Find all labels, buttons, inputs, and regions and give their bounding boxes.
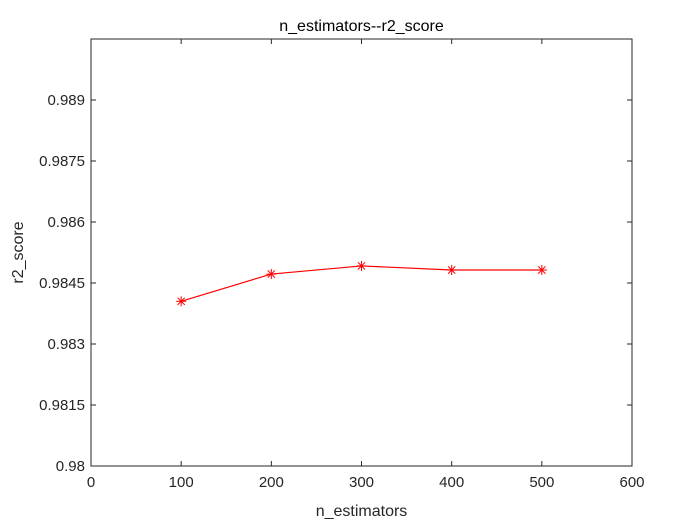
x-tick-label: 200	[259, 474, 284, 491]
x-tick-label: 300	[349, 474, 374, 491]
x-tick-label: 100	[169, 474, 194, 491]
x-tick-label: 600	[619, 474, 644, 491]
plot-marks	[176, 260, 547, 307]
y-tick-label: 0.986	[47, 214, 85, 231]
plot-area	[91, 39, 632, 466]
y-tick-label: 0.98	[56, 458, 85, 475]
y-tick-label: 0.9845	[39, 275, 85, 292]
x-axis: 0 100 200 300 400 500 600	[87, 39, 645, 491]
data-point	[536, 264, 547, 275]
y-axis: 0.98 0.9815 0.983 0.9845 0.986 0.9875 0.989	[39, 92, 632, 475]
x-tick-label: 500	[529, 474, 554, 491]
data-point	[176, 296, 187, 307]
x-axis-label: n_estimators	[316, 503, 408, 520]
y-axis-label: r2_score	[10, 221, 27, 283]
data-point	[266, 269, 277, 280]
x-tick-label: 400	[439, 474, 464, 491]
data-point	[446, 264, 457, 275]
y-tick-label: 0.989	[47, 92, 85, 109]
chart-title: n_estimators--r2_score	[279, 18, 444, 35]
y-tick-label: 0.9815	[39, 397, 85, 414]
x-tick-label: 0	[87, 474, 95, 491]
data-point	[356, 260, 367, 271]
y-tick-label: 0.983	[47, 336, 85, 353]
y-tick-label: 0.9875	[39, 153, 85, 170]
